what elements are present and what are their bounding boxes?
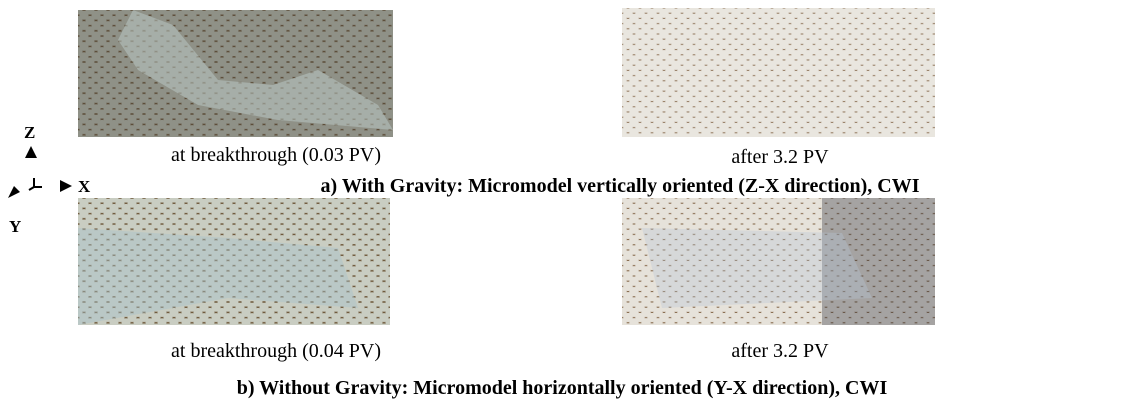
caption: after 3.2 PV <box>731 340 828 362</box>
caption: at breakthrough (0.04 PV) <box>171 340 381 362</box>
photo <box>78 10 393 137</box>
axis-label: Y <box>9 218 21 236</box>
panel-title: a) With Gravity: Micromodel vertically o… <box>321 175 920 197</box>
photo <box>622 8 935 137</box>
photo <box>78 198 390 325</box>
axis-icon <box>0 140 80 200</box>
panel-title: b) Without Gravity: Micromodel horizonta… <box>237 377 888 399</box>
caption: after 3.2 PV <box>731 146 828 168</box>
photo <box>622 198 935 325</box>
caption: at breakthrough (0.03 PV) <box>171 144 381 166</box>
figure: at breakthrough (0.03 PV) after 3.2 PV a… <box>0 0 1122 409</box>
